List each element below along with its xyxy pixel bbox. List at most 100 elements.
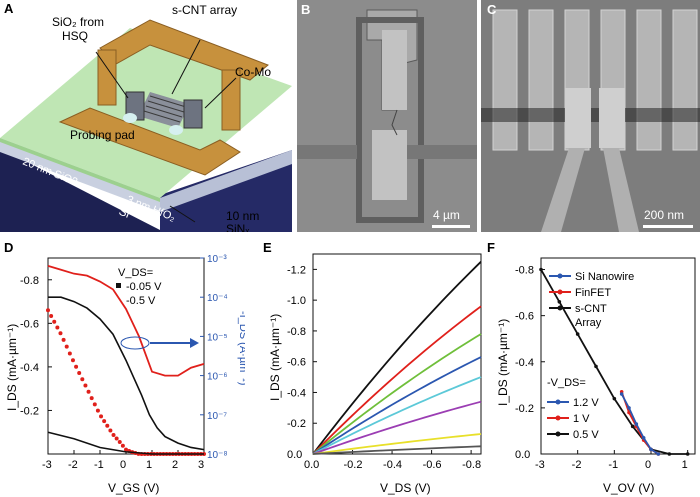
contact-right-c — [599, 88, 625, 148]
e-ytick-label: 0.0 — [287, 449, 302, 461]
f-xtick-label: 1 — [682, 459, 688, 471]
cnt-channel — [138, 92, 190, 128]
d-xtick-label: 0 — [120, 459, 126, 471]
f-series-s-cnt-array — [540, 269, 688, 455]
d-ytick-label: -0.8 — [20, 275, 39, 287]
e-xtick-label: -0.6 — [423, 459, 442, 471]
f-legend-array: Array — [575, 317, 602, 329]
f-ytick-label: -0.4 — [515, 357, 534, 369]
d-legend-marker — [116, 283, 121, 288]
f-vds-3: 0.5 V — [573, 429, 599, 441]
e-ylabel: I_DS (mA·µm⁻¹) — [268, 314, 282, 401]
d-point-red — [92, 402, 97, 407]
f-ytick-label: -0.8 — [515, 265, 534, 277]
d-point-red — [83, 383, 88, 388]
hsq-right — [169, 125, 183, 135]
d-point-red — [120, 443, 125, 448]
scale-bar-c — [643, 225, 693, 228]
f-point — [656, 452, 661, 456]
f-series-finfet — [620, 391, 659, 455]
f-point — [539, 267, 543, 272]
f-legend-cnt: s-CNT — [575, 303, 607, 315]
panel-a-schematic: A SiO₂ from HSQ s-CNT array Co-Mo Probin… — [0, 1, 292, 232]
probing-pad-bottom — [58, 107, 241, 176]
panel-label-f: F — [487, 240, 495, 255]
panel-label-c: C — [487, 2, 497, 17]
f-point — [685, 452, 690, 456]
d-point-red — [99, 414, 104, 419]
f-ylabel: I_DS (mA·µm⁻¹) — [496, 319, 510, 406]
e-series-c4 — [312, 356, 482, 455]
d-point-red — [105, 423, 110, 428]
f-point — [619, 392, 624, 396]
d-y2tick-label: 10⁻⁶ — [207, 372, 228, 383]
e-series-c5 — [312, 376, 482, 455]
d-xtick-label: -3 — [42, 459, 52, 471]
d-point-red — [74, 364, 79, 369]
scale-bar-b — [432, 225, 470, 228]
f-ytick-label: -0.6 — [515, 311, 534, 323]
d-xtick-label: 2 — [172, 459, 178, 471]
hfo2-edge — [0, 138, 160, 202]
f-point — [641, 436, 646, 440]
d-xtick-label: 1 — [146, 459, 152, 471]
e-series-c1 — [312, 261, 482, 455]
f-point — [630, 424, 635, 429]
d-y2tick-label: 10⁻⁵ — [207, 332, 228, 343]
d-point-red — [49, 314, 54, 319]
f-ytick-label: 0.0 — [515, 449, 530, 461]
scale-text-b: 4 µm — [433, 208, 460, 222]
d-ytick-label: -0.2 — [20, 405, 39, 417]
lead-left-c — [541, 148, 585, 232]
e-ytick-label: -0.4 — [287, 387, 306, 399]
label-scnt-array: s-CNT array — [172, 3, 237, 17]
label-sio2-hsq-1: SiO₂ from — [52, 15, 104, 29]
f-ytick-label: -0.2 — [515, 403, 534, 415]
contact-left-c — [565, 88, 591, 148]
si-layer — [0, 148, 160, 232]
panel-label-b: B — [301, 2, 310, 17]
d-y2label: -I_DS (A·µm⁻¹) — [237, 311, 245, 385]
d-legend-title: V_DS= — [118, 267, 153, 279]
e-xtick-label: -0.4 — [383, 459, 402, 471]
d-xtick-label: 3 — [198, 459, 204, 471]
d-legend-2: -0.5 V — [126, 295, 156, 307]
f-point — [612, 396, 617, 401]
f-xtick-label: -2 — [572, 459, 582, 471]
f-xlabel: V_OV (V) — [603, 481, 654, 495]
d-point-red — [80, 377, 85, 382]
f-vds-legend — [547, 399, 569, 437]
f-point — [594, 364, 598, 369]
plot-frame-f — [540, 257, 696, 455]
e-xtick-label: 0.0 — [304, 459, 319, 471]
d-point-red — [64, 344, 69, 349]
d-y2tick-label: 10⁻⁸ — [207, 450, 228, 461]
d-point-red — [89, 396, 94, 401]
d-point-red — [117, 439, 122, 444]
f-vds-1: 1.2 V — [573, 397, 599, 409]
e-series-c3 — [312, 333, 482, 455]
d-point-red — [58, 331, 63, 336]
chart-e: E 0.0 -0.2 -0.4 -0.6 -0.8 -1.2 -1.0 -0.8 -0.6 -0.… — [263, 240, 482, 495]
f-point — [667, 452, 672, 456]
e-xlabel: V_DS (V) — [380, 481, 431, 495]
f-vds-2: 1 V — [573, 413, 590, 425]
f-legend-fin: FinFET — [575, 287, 611, 299]
e-ytick-label: -1.0 — [287, 295, 306, 307]
e-series-c7 — [312, 433, 482, 455]
d-point-red — [108, 428, 113, 433]
f-point — [557, 300, 562, 304]
d-arrowhead — [190, 338, 199, 348]
f-xtick-label: 0 — [645, 459, 651, 471]
d-point-red — [55, 325, 60, 330]
label-sinx-1: 10 nm — [226, 209, 259, 223]
d-series-black — [48, 296, 205, 451]
d-point-red — [86, 389, 91, 394]
d-legend-1: -0.05 V — [126, 281, 162, 293]
e-ytick-label: -0.8 — [287, 326, 306, 338]
d-point-red — [124, 447, 128, 452]
d-point-red — [67, 351, 72, 356]
d-point-red — [95, 408, 100, 413]
label-si: Si — [117, 204, 132, 221]
pad-post-left — [97, 49, 117, 106]
